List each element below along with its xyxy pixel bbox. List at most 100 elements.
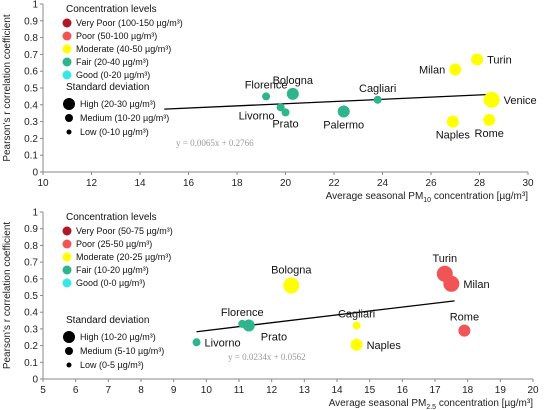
pm25-point-label-rome: Rome	[450, 312, 479, 324]
pm10-y-tick-label: 0.1	[24, 151, 38, 162]
pm10-legend-size-medium	[65, 114, 73, 122]
pm25-point-milan	[443, 275, 460, 292]
pm10-y-tick-label: 0	[32, 168, 38, 179]
pm25-x-tick-label: 18	[462, 385, 474, 396]
pm10-point-label-palermo: Palermo	[323, 120, 364, 132]
pm25-x-tick-label: 12	[266, 385, 278, 396]
pm25-chart: Pearson's r correlation coefficient Aver…	[2, 208, 539, 410]
pm10-legend-swatch-moderate	[62, 44, 72, 54]
pm25-x-tick-label: 19	[495, 385, 507, 396]
pm10-point-label-rome: Rome	[475, 128, 504, 140]
pm10-legend-size-label-small: Low (0-10 µg/m³)	[80, 127, 149, 137]
pm10-point-bologna	[286, 87, 299, 100]
pm25-y-tick-label: 0.6	[24, 274, 38, 285]
pm25-y-tick-label: 0.5	[24, 291, 38, 302]
pm25-x-tick-label: 10	[201, 385, 213, 396]
pm10-legend-swatch-good	[62, 70, 72, 80]
pm10-legend-size-large	[63, 98, 75, 110]
pm10-point-venice	[483, 91, 500, 108]
pm25-x-tick-label: 7	[106, 385, 112, 396]
pm25-legend-size-large	[63, 331, 75, 343]
pm10-point-label-venice: Venice	[504, 95, 537, 107]
pm10-x-tick-label: 28	[474, 178, 486, 189]
pm25-y-tick-label: 0.3	[24, 324, 38, 335]
pm25-y-tick-label: 1	[32, 208, 38, 219]
pm25-point-livorno	[192, 338, 201, 347]
pm25-x-tick-label: 8	[138, 385, 144, 396]
pm25-x-tick-label: 5	[40, 385, 46, 396]
pm10-y-axis-label: Pearson's r correlation coefficient	[2, 14, 13, 162]
pm25-x-tick-label: 13	[299, 385, 311, 396]
pm25-x-tick-label: 17	[429, 385, 441, 396]
pm10-legend-size-label-large: High (20-30 µg/m³)	[80, 99, 156, 109]
pm25-legend-conc-title: Concentration levels	[66, 212, 157, 223]
pm25-x-tick-label: 14	[331, 385, 343, 396]
pm10-point-livorno	[276, 103, 285, 112]
pm10-point-milan	[449, 63, 462, 76]
pm10-x-tick-label: 26	[425, 178, 437, 189]
pm10-y-tick-label: 0.7	[24, 50, 38, 61]
pm10-x-tick-label: 10	[37, 178, 49, 189]
pm25-point-label-bologna: Bologna	[271, 264, 312, 276]
pm10-x-tick-label: 12	[86, 178, 98, 189]
pm10-y-tick-label: 0.2	[24, 134, 38, 145]
pm25-point-label-prato: Prato	[261, 332, 287, 344]
pm25-point-label-milan: Milan	[463, 279, 489, 291]
pm25-legend-label-fair: Fair (10-20 µg/m³)	[76, 265, 149, 275]
pm25-y-tick-label: 0.8	[24, 241, 38, 252]
pm25-x-tick-label: 6	[73, 385, 79, 396]
pm10-y-tick-label: 0.5	[24, 84, 38, 95]
pm25-point-cagliari	[352, 321, 361, 330]
pm25-legend-label-good: Good (0-0 µg/m³)	[76, 278, 145, 288]
pm25-y-axis-label: Pearson's r correlation coefficient	[2, 222, 13, 370]
pm25-point-bologna	[283, 277, 300, 294]
pm25-x-tick-label: 16	[397, 385, 409, 396]
pm25-point-label-cagliari: Cagliari	[338, 309, 375, 321]
pm10-legend-conc-title: Concentration levels	[66, 4, 157, 15]
pm10-trendline	[164, 93, 492, 110]
pm25-x-tick-label: 15	[364, 385, 376, 396]
pm10-x-tick-label: 22	[328, 178, 340, 189]
pm10-point-label-bologna: Bologna	[273, 75, 314, 87]
pm10-point-prato	[281, 108, 290, 117]
pm10-legend-label-fair: Fair (20-40 µg/m³)	[76, 57, 149, 67]
pm25-legend-size-small	[66, 362, 72, 368]
pm10-y-tick-label: 0.8	[24, 33, 38, 44]
pm25-y-tick-label: 0.4	[24, 308, 38, 319]
pm25-x-tick-label: 11	[234, 385, 245, 396]
pm25-legend-swatch-good	[62, 278, 72, 288]
pm25-x-tick-label: 9	[171, 385, 177, 396]
pm10-point-naples	[446, 115, 459, 128]
pm10-legend-size-label-medium: Medium (10-20 µg/m³)	[80, 113, 169, 123]
pm25-legend-swatch-very_poor	[62, 226, 72, 236]
pm25-legend-label-moderate: Moderate (20-25 µg/m³)	[76, 252, 171, 262]
pm25-legend-size-label-large: High (10-20 µg/m³)	[80, 332, 156, 342]
pm10-chart: Pearson's r correlation coefficient Aver…	[2, 0, 537, 204]
pm10-legend-label-very_poor: Very Poor (100-150 µg/m³)	[76, 18, 183, 28]
pm25-legend-label-poor: Poor (25-50 µg/m³)	[76, 239, 152, 249]
pm25-y-tick-label: 0.2	[24, 341, 38, 352]
pm25-legend-size-label-small: Low (0-5 µg/m³)	[80, 360, 144, 370]
pm25-legend-label-very_poor: Very Poor (50-75 µg/m³)	[76, 226, 173, 236]
pm10-legend-swatch-poor	[62, 31, 72, 41]
pm10-x-tick-label: 16	[183, 178, 195, 189]
pm10-point-label-prato: Prato	[272, 118, 298, 130]
pm10-x-tick-label: 30	[522, 178, 534, 189]
pm25-y-tick-label: 0.1	[24, 358, 38, 369]
pm10-y-tick-label: 0.4	[24, 100, 38, 111]
pm25-legend-size-medium	[65, 347, 73, 355]
pm10-y-tick-label: 0.9	[24, 16, 38, 27]
pm10-legend-label-moderate: Moderate (40-50 µg/m³)	[76, 44, 171, 54]
pm10-point-label-cagliari: Cagliari	[359, 83, 396, 95]
pm25-legend-swatch-poor	[62, 239, 72, 249]
pm10-point-turin	[471, 53, 484, 66]
pm10-point-label-milan: Milan	[419, 65, 445, 77]
pm10-x-tick-label: 18	[231, 178, 243, 189]
pm25-point-label-livorno: Livorno	[205, 337, 241, 349]
pm10-point-florence	[262, 92, 271, 101]
pm10-legend-label-good: Good (0-20 µg/m³)	[76, 70, 150, 80]
pm25-legend-sd-title: Standard deviation	[66, 315, 149, 326]
pm10-y-tick-label: 1	[32, 0, 38, 11]
pm10-y-tick-label: 0.6	[24, 67, 38, 78]
